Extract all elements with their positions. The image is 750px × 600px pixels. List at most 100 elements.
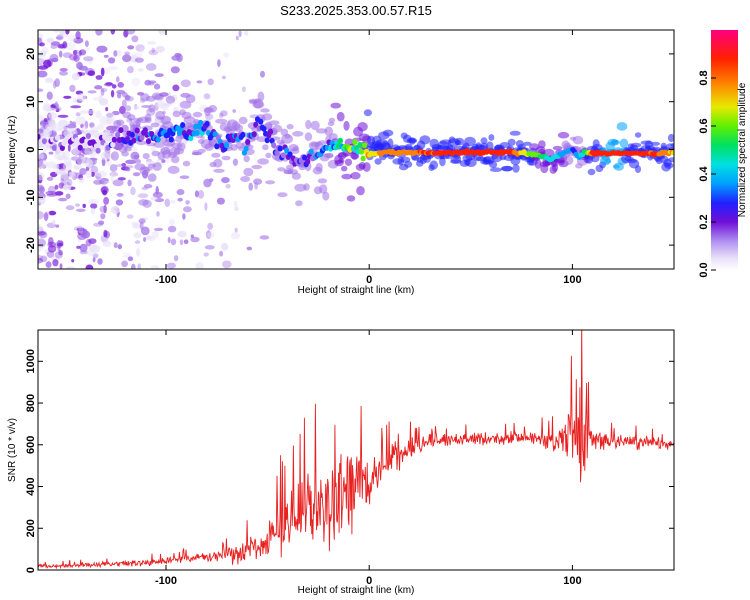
ridge-halo <box>325 152 334 159</box>
noise-blob <box>162 102 172 107</box>
noise-blob <box>103 204 107 214</box>
noise-blob <box>47 185 57 194</box>
snr-x-axis-label: Height of straight line (km) <box>298 585 415 596</box>
noise-blob <box>246 246 252 251</box>
noise-blob <box>110 173 114 183</box>
noise-blob <box>115 211 119 221</box>
noise-blob <box>55 191 64 196</box>
colorbar: 0.0 0.2 0.4 0.6 0.8 Normalized spectral ampl… <box>698 30 748 278</box>
ridge-cell <box>253 121 259 128</box>
noise-blob <box>82 228 88 238</box>
ridge-halo <box>534 159 542 169</box>
noise-blob <box>124 51 130 55</box>
noise-blob <box>57 33 69 38</box>
ridge-halo <box>172 110 181 118</box>
ridge-cell <box>110 141 116 148</box>
noise-blob <box>260 70 265 78</box>
ridge-halo <box>95 110 102 119</box>
noise-blob <box>98 98 109 106</box>
ridge-cell <box>358 148 365 155</box>
noise-blob <box>185 200 190 205</box>
ridge-halo <box>317 140 328 146</box>
noise-blob <box>92 257 96 263</box>
snr-y-tick-label: 800 <box>25 394 37 412</box>
noise-blob <box>38 128 44 132</box>
noise-blob <box>44 77 54 84</box>
noise-blob <box>38 65 48 70</box>
noise-blob <box>126 66 134 74</box>
ridge-cell <box>243 145 249 152</box>
noise-blob <box>73 37 84 44</box>
ridge-cell <box>305 158 311 165</box>
noise-blob <box>46 193 58 197</box>
ridge-halo <box>88 199 100 204</box>
spectrogram-y-tick-label: 10 <box>25 96 37 108</box>
ridge-halo <box>454 137 465 146</box>
noise-blob <box>180 92 191 98</box>
ridge-cell <box>168 136 174 143</box>
ridge-halo <box>75 116 86 125</box>
ridge-halo <box>330 102 342 109</box>
spectrogram-x-tick-label: 100 <box>563 274 581 286</box>
ridge-halo <box>362 162 371 172</box>
ridge-halo <box>507 138 516 146</box>
ridge-halo <box>634 132 642 138</box>
noise-blob <box>137 263 141 269</box>
noise-blob <box>87 90 97 94</box>
ridge-halo <box>73 163 82 170</box>
ridge-halo <box>243 155 250 163</box>
ridge-halo <box>664 162 674 169</box>
noise-blob <box>131 263 136 269</box>
noise-blob <box>161 159 166 164</box>
ridge-halo <box>51 124 62 133</box>
noise-blob <box>95 30 103 36</box>
ridge-halo <box>106 112 115 121</box>
ridge-halo <box>133 159 142 164</box>
ridge-halo <box>343 120 350 131</box>
noise-blob <box>125 105 132 112</box>
ridge-halo <box>294 183 307 192</box>
noise-blob <box>134 57 144 63</box>
ridge-halo <box>99 115 109 126</box>
noise-blob <box>131 52 143 58</box>
noise-blob <box>173 255 179 262</box>
noise-blob <box>169 219 175 226</box>
noise-blob <box>69 84 76 93</box>
noise-blob <box>132 172 141 177</box>
noise-blob <box>65 266 76 269</box>
noise-blob <box>48 112 57 120</box>
noise-blob <box>234 227 238 233</box>
noise-blob <box>154 83 161 90</box>
ridge-cell <box>671 150 674 156</box>
ridge-halo <box>667 133 674 143</box>
noise-blob <box>38 230 48 239</box>
ridge-halo <box>213 168 225 173</box>
ridge-cell <box>287 151 293 158</box>
noise-blob <box>127 179 132 187</box>
noise-blob <box>217 59 221 67</box>
ridge-halo <box>292 131 304 137</box>
noise-blob <box>158 30 167 35</box>
noise-blob <box>68 54 78 61</box>
ridge-cell <box>360 155 366 162</box>
colorbar-gradient <box>711 30 738 270</box>
ridge-halo <box>165 95 176 104</box>
ridge-halo <box>324 126 334 137</box>
snr-y-tick-label: 0 <box>25 567 37 573</box>
noise-blob <box>57 114 69 118</box>
ridge-halo <box>350 172 361 180</box>
ridge-halo <box>89 150 97 157</box>
noise-blob <box>155 45 165 53</box>
noise-blob <box>55 106 62 111</box>
noise-blob <box>232 109 236 113</box>
ridge-halo <box>552 163 559 172</box>
noise-blob <box>126 214 134 219</box>
ridge-cell <box>204 120 210 127</box>
noise-blob <box>172 84 180 92</box>
noise-blob <box>204 202 208 211</box>
ridge-halo <box>121 151 129 157</box>
ridge-halo <box>69 172 77 180</box>
ridge-halo <box>77 93 87 102</box>
ridge-halo <box>148 104 156 113</box>
ridge-halo <box>374 158 382 165</box>
